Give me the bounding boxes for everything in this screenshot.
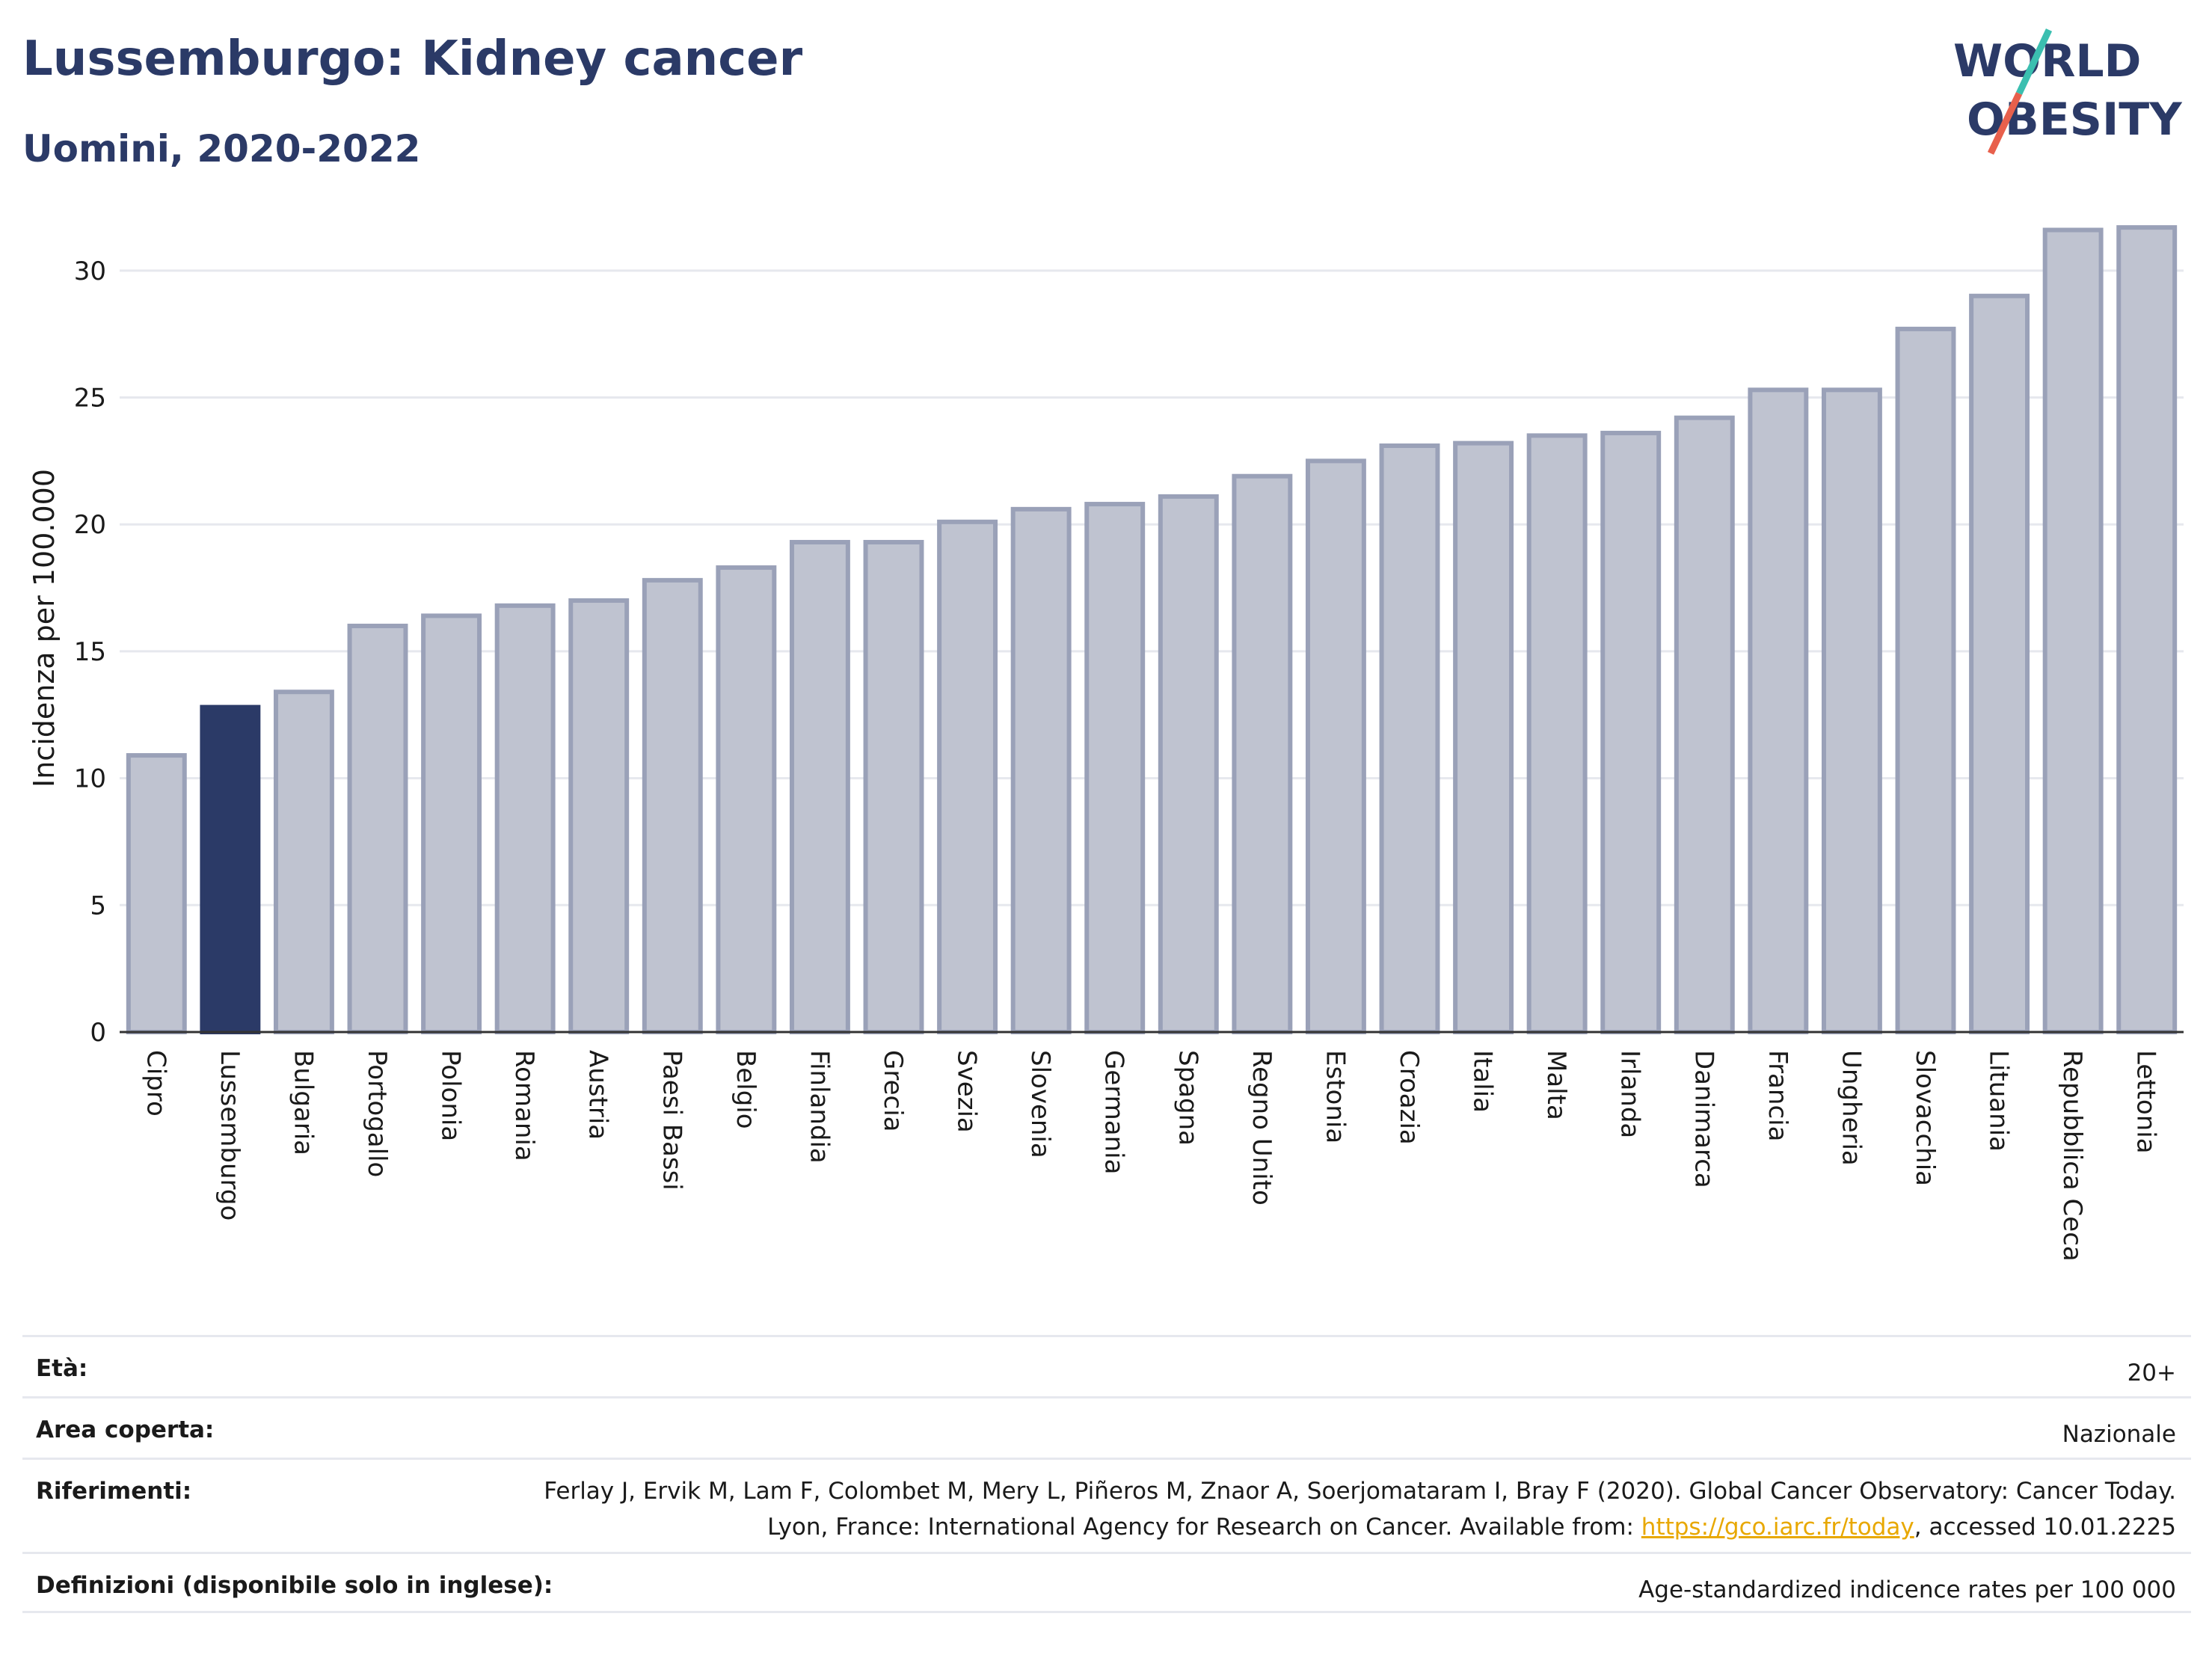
meta-label-definitions: Definizioni (disponibile solo in inglese… [36,1572,553,1599]
bar-ungheria [1821,387,1882,1034]
y-axis-ticks: 0 5 10 15 20 25 30 [74,257,106,1048]
meta-value-area: Nazionale [2062,1421,2176,1448]
meta-value-references: Ferlay J, Ervik M, Lam F, Colombet M, Me… [531,1473,2176,1545]
x-tick-label: Germania [1099,1050,1129,1174]
bar-bulgaria [273,690,334,1034]
bar-italia [1453,440,1514,1034]
bar-belgio [716,565,777,1034]
x-tick-label: Belgio [731,1050,761,1129]
x-tick-label: Slovenia [1025,1050,1055,1158]
bar-regno-unito [1232,473,1293,1034]
meta-row-age: Età: 20+ [22,1335,2191,1396]
x-tick-label: Svezia [952,1050,982,1133]
x-tick-label: Danimarca [1689,1050,1718,1188]
metadata-table: Età: 20+ Area coperta: Nazionale Riferim… [22,1335,2191,1613]
bar-germania [1084,502,1146,1034]
bar-slovenia [1010,506,1072,1034]
meta-label-references: Riferimenti: [36,1478,192,1505]
x-tick-label: Spagna [1173,1050,1202,1146]
x-axis-ticks: Cipro Lussemburgo Bulgaria Portogallo Poloni… [141,1050,2160,1262]
x-tick-label: Lettonia [2131,1050,2161,1154]
bar-estonia [1305,458,1366,1034]
x-tick-label: Italia [1468,1050,1498,1113]
references-accessed: , accessed 10.01.2225 [1914,1514,2176,1541]
x-tick-label: Irlanda [1615,1050,1645,1138]
x-tick-label: Polonia [436,1050,466,1141]
meta-label-age: Età: [36,1355,88,1382]
y-tick-label: 0 [90,1018,106,1048]
bar-irlanda [1600,431,1662,1034]
x-tick-label: Ungheria [1836,1050,1866,1166]
x-tick-label: Slovacchia [1910,1050,1940,1186]
meta-row-definitions: Definizioni (disponibile solo in inglese… [22,1552,2191,1613]
logo-line1: WORLD [1953,35,2141,87]
x-tick-label: Malta [1541,1050,1571,1120]
bar-chart: 0 5 10 15 20 25 30 Cipro Lussemburgo Bulgaria Por… [28,225,2184,1262]
x-tick-label: Finlandia [804,1050,834,1164]
references-text: Ferlay J, Ervik M, Lam F, Colombet M, Me… [544,1478,2176,1541]
x-tick-label: Grecia [878,1050,908,1132]
bar-francia [1748,387,1809,1034]
bar-austria [568,598,630,1034]
page-subtitle: Uomini, 2020-2022 [22,127,421,171]
x-tick-label: Estonia [1320,1050,1350,1143]
bar-repubblica-ceca [2042,227,2104,1034]
x-tick-label: Lituania [1984,1050,2014,1152]
x-tick-label: Bulgaria [288,1050,318,1155]
x-tick-label: Croazia [1394,1050,1424,1145]
bar-lussemburgo [200,704,261,1034]
page-title: Lussemburgo: Kidney cancer [22,31,803,87]
meta-row-references: Riferimenti: Ferlay J, Ervik M, Lam F, C… [22,1458,2191,1552]
bar-polonia [421,613,482,1034]
y-tick-label: 30 [74,257,106,286]
logo-line2: OBESITY [1967,93,2183,146]
y-tick-label: 5 [90,891,106,921]
x-tick-label: Cipro [141,1050,170,1117]
bar-cipro [126,753,187,1034]
meta-value-definitions: Age-standardized indicence rates per 100… [1638,1576,2176,1603]
bar-svezia [937,519,998,1034]
bar-lettonia [2116,225,2178,1034]
meta-value-age: 20+ [2127,1360,2176,1387]
bar-romania [494,603,556,1034]
x-tick-label: Paesi Bassi [657,1050,686,1191]
bars [126,225,2178,1034]
logo-slash-teal [2015,28,2053,95]
logo-slash-red [1987,92,2023,155]
y-tick-label: 10 [74,764,106,794]
bar-malta [1526,433,1588,1034]
x-tick-label: Portogallo [362,1050,392,1177]
bar-portogallo [347,623,408,1034]
references-link[interactable]: https://gco.iarc.fr/today [1641,1514,1914,1541]
bar-spagna [1158,494,1219,1034]
bar-croazia [1379,443,1440,1034]
meta-label-area: Area coperta: [36,1416,215,1443]
bar-finlandia [789,539,850,1034]
x-tick-label: Romania [509,1050,539,1161]
x-tick-label: Regno Unito [1247,1050,1276,1206]
y-tick-label: 20 [74,510,106,540]
y-tick-label: 15 [74,637,106,667]
x-tick-label: Repubblica Ceca [2057,1050,2087,1262]
bar-slovacchia [1895,326,1956,1034]
y-axis-label: Incidenza per 100.000 [28,469,61,787]
bar-grecia [863,539,924,1034]
meta-row-area: Area coperta: Nazionale [22,1396,2191,1458]
bar-lituania [1969,293,2030,1034]
x-tick-label: Francia [1763,1050,1792,1141]
world-obesity-logo: WORLD OBESITY [1953,28,2183,155]
bar-danimarca [1674,415,1735,1034]
x-tick-label: Lussemburgo [215,1050,245,1220]
y-tick-label: 25 [74,384,106,414]
bar-paesi-bassi [642,577,703,1034]
x-tick-label: Austria [583,1050,613,1140]
